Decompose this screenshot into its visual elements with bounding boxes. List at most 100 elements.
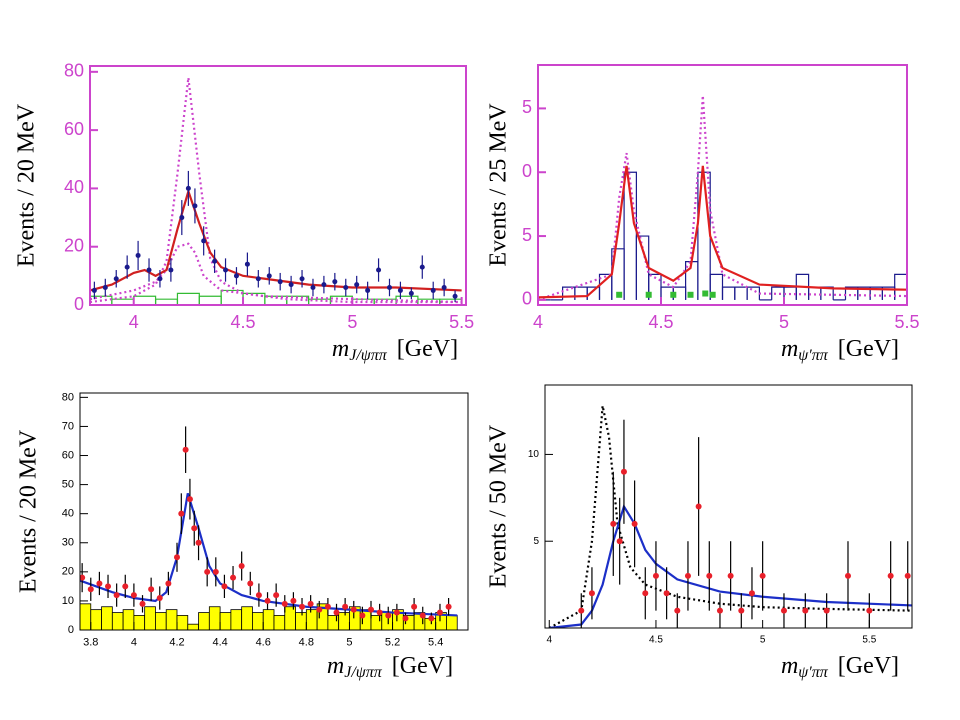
point [844,572,851,579]
histogram-bar [219,612,232,630]
histogram-bar [338,612,350,630]
point [130,592,137,599]
x-tick-label: 5 [760,635,766,646]
fit-curve [90,242,462,304]
x-axis-symbol: m [327,653,344,679]
point [80,574,86,581]
histogram-bar [446,615,458,630]
point [266,273,272,279]
point [674,607,681,614]
plot-area [548,405,912,628]
y-tick-label: 40 [64,177,84,197]
point [146,267,152,273]
point [91,287,97,293]
point [324,603,331,610]
x-axis-title: mψ′ππ [GeV] [781,653,899,681]
panel: 5 10 4 4.5 5 5.5 Events / 50 MeV mψ′ππ [GeV] [486,384,913,681]
point [428,615,435,622]
point [365,287,371,293]
histogram-bin [133,295,157,305]
plot-frame [79,392,469,631]
point [179,215,185,221]
point [185,185,191,191]
x-tick-label: 4 [533,312,543,332]
plot-area [538,95,907,301]
histogram-bar [284,606,296,630]
point [186,496,193,503]
fit-curve [90,77,462,304]
point [397,287,403,293]
histogram-bin [635,235,650,300]
point [631,520,638,527]
point [321,282,327,288]
x-tick-label: 4 [546,635,552,646]
point [255,276,261,282]
y-axis-title: Events / 20 MeV [16,429,42,593]
point [273,592,280,599]
x-tick-label: 4.5 [231,312,256,332]
point [310,285,316,291]
point [441,285,447,291]
point [670,291,677,298]
x-axis-subscript: ψ′ππ [798,664,828,681]
point [96,580,103,587]
x-tick-label: 4.5 [649,635,663,646]
x-axis-subscript: ψ′ππ [798,347,828,364]
point [122,583,129,590]
point [588,590,595,597]
x-axis-unit: [GeV] [838,336,899,362]
x-axis-title: mψ′ππ [GeV] [781,336,899,364]
point [578,607,585,614]
point [695,503,702,510]
histogram-bin [176,292,200,305]
x-tick-label: 5.4 [428,637,443,649]
point [709,291,716,298]
point [652,572,659,579]
point [706,572,713,579]
point [178,510,185,517]
point [386,285,392,291]
x-tick-label: 5.2 [385,637,400,649]
plot-frame [89,65,467,306]
x-tick-label: 3.8 [83,637,98,649]
point [610,520,617,527]
x-axis-unit: [GeV] [392,653,453,679]
point [124,264,130,270]
histogram-bar [252,612,264,630]
point [102,285,108,291]
point [823,607,830,614]
histogram-bar [101,606,113,630]
point [411,603,418,610]
point [616,291,623,298]
x-tick-label: 5.5 [894,312,919,332]
y-tick-label: 20 [62,566,74,578]
point [316,606,323,613]
histogram-bin [746,286,760,300]
histogram-bar [241,606,253,630]
point [342,603,349,610]
fit-curve [90,187,462,292]
y-axis-title: Events / 50 MeV [486,424,512,588]
point [148,586,155,593]
x-tick-label: 4 [129,312,139,332]
point [343,285,349,291]
point [201,238,207,244]
panel: 0 10 20 30 40 50 60 70 80 3.8 4 4.2 4.4 4.6 4.8 5 5.2 5.4… [16,391,469,681]
x-tick-label: 5 [346,637,352,649]
point [288,282,294,288]
y-axis-title: Events / 25 MeV [486,103,512,267]
y-tick-label: 30 [62,537,74,549]
histogram-bar [198,612,210,630]
y-tick-label: 70 [62,420,74,432]
point [727,572,734,579]
fit-curve [549,503,912,628]
point [223,267,229,273]
histogram-bin [574,286,588,300]
x-tick-label: 5 [779,312,789,332]
point [748,590,755,597]
x-axis-title: mJ/ψππ [GeV] [327,653,453,681]
histogram-bar [273,615,286,630]
point [419,264,425,270]
histogram-bar [133,615,146,630]
